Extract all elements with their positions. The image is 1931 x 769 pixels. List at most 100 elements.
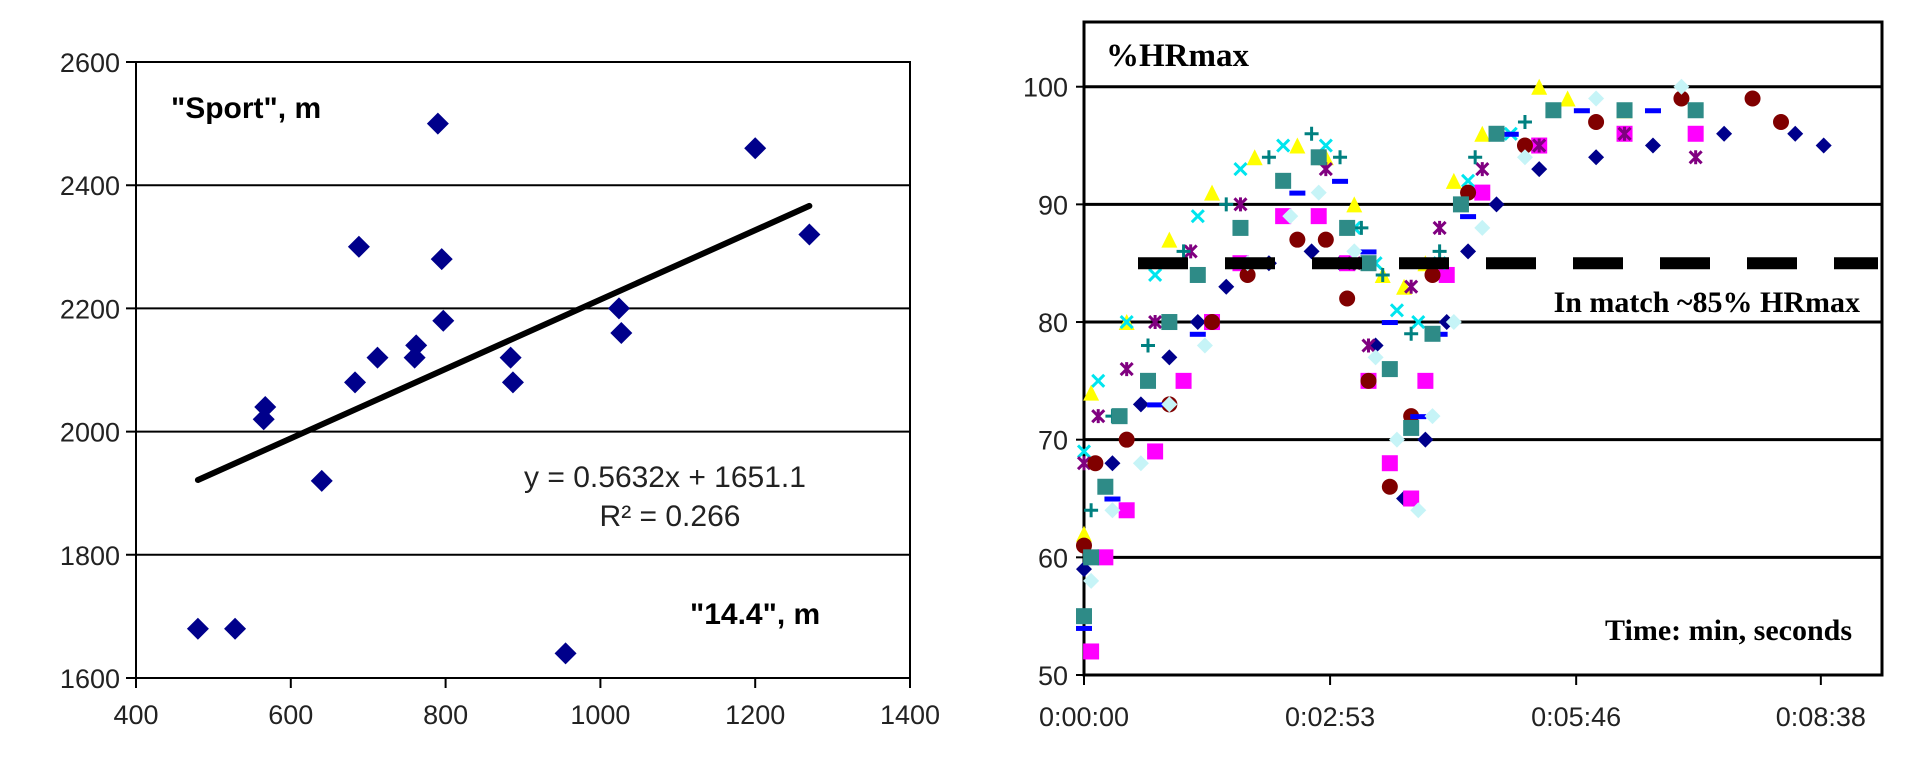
data-point [554,642,577,665]
data-point-square [1381,455,1398,472]
data-point [499,346,522,369]
data-point-plus [1261,150,1276,165]
data-point-square [1310,149,1327,166]
x-tick-label: 400 [113,700,158,730]
data-point-square [1083,549,1100,566]
data-point-diamond [1132,455,1149,472]
data-point-dash [1332,178,1349,184]
y-tick-label: 90 [1038,190,1068,220]
data-point-dash [1381,320,1398,326]
data-point-diamond [1303,243,1320,260]
data-point-asterisk [1432,220,1447,235]
data-point-diamond [1644,137,1661,154]
data-point-dash [1076,625,1092,631]
y-axis-title: %HRmax [1106,38,1249,74]
data-point-square [1111,408,1128,425]
data-point-plus [1176,244,1191,259]
y-tick-label: 70 [1038,426,1068,456]
series-player-3 [1076,78,1633,542]
data-point-plus [1432,244,1447,259]
data-point-square [1189,266,1206,283]
data-point-diamond [1673,78,1690,95]
data-point-asterisk [1091,409,1106,424]
data-point-diamond [1388,431,1405,448]
data-point-square [1076,608,1092,625]
data-point-plus [1354,220,1369,235]
data-point-triangle [1204,184,1221,201]
data-point-square [1403,490,1420,507]
data-point-triangle [1246,149,1263,166]
y-tick-label: 80 [1038,308,1068,338]
data-point-square [1275,172,1292,189]
data-point-diamond [1104,455,1121,472]
data-point-x [1276,138,1291,153]
right-plot-frame [1082,20,1884,677]
data-point-asterisk [1404,279,1419,294]
y-tick-label: 2000 [60,418,120,448]
data-point-triangle [1076,525,1092,542]
data-point-x [1460,173,1476,188]
data-point-plus [1219,197,1234,212]
data-point-circle [1360,372,1377,389]
data-point-square [1438,266,1455,283]
series-player-6 [1076,90,1790,554]
data-point-asterisk [1475,162,1490,177]
data-point-square [1097,478,1114,495]
data-point-square [1687,125,1704,142]
data-point-square [1232,219,1249,236]
data-point-circle [1773,114,1790,131]
data-point-diamond [1424,408,1441,425]
data-point-square [1360,255,1377,272]
data-point-square [1175,372,1192,389]
data-point-diamond [1488,196,1505,213]
data-point-circle [1239,266,1256,283]
data-point-diamond [1161,396,1178,413]
data-point [744,137,767,160]
data-point [347,235,370,258]
data-point [426,112,449,135]
data-point-diamond [1516,149,1533,166]
data-point-diamond [1410,502,1427,519]
data-point-plus [1517,115,1532,130]
data-point-plus [1141,338,1156,353]
y-tick-label: 1600 [60,664,120,694]
data-point-square [1616,102,1633,119]
data-point-circle [1339,290,1356,307]
data-point-asterisk [1076,456,1092,471]
data-point-diamond [1417,431,1434,448]
data-point-diamond [1531,161,1548,178]
data-point-triangle [1346,196,1363,213]
data-point-diamond [1445,314,1462,331]
x-tick-label: 0:00:00 [1039,702,1129,732]
data-point-square [1403,419,1420,436]
y-tick-label: 50 [1038,661,1068,691]
data-point-plus [1468,150,1483,165]
series-player-1 [1076,125,1832,578]
data-point-square [1118,502,1135,519]
data-point-square [1381,361,1398,378]
data-point-dash [1644,108,1661,114]
data-point-x [1119,314,1134,330]
data-point-square [1339,219,1356,236]
data-point-dash [1104,496,1121,502]
data-point-circle [1744,90,1761,107]
x-axis-title: Time: min, seconds [1605,614,1852,647]
data-point [607,297,630,320]
data-point-triangle [1083,384,1100,401]
data-point-square [1083,643,1100,660]
data-point-dash [1147,402,1164,408]
regression-equation: y = 0.5632x + 1651.1 [524,461,806,494]
x-tick-label: 800 [423,700,468,730]
data-point-circle [1381,478,1398,495]
data-point-diamond [1310,184,1327,201]
data-point-diamond [1104,502,1121,519]
data-point-triangle [1474,125,1491,142]
data-point-diamond [1132,396,1149,413]
data-point-plus [1375,267,1390,282]
data-point-asterisk [1361,338,1376,353]
data-point-square [1488,125,1505,142]
data-point-triangle [1289,137,1306,154]
data-point [501,371,524,394]
r-squared: R² = 0.266 [600,500,741,533]
series-player-9 [1076,102,1704,625]
